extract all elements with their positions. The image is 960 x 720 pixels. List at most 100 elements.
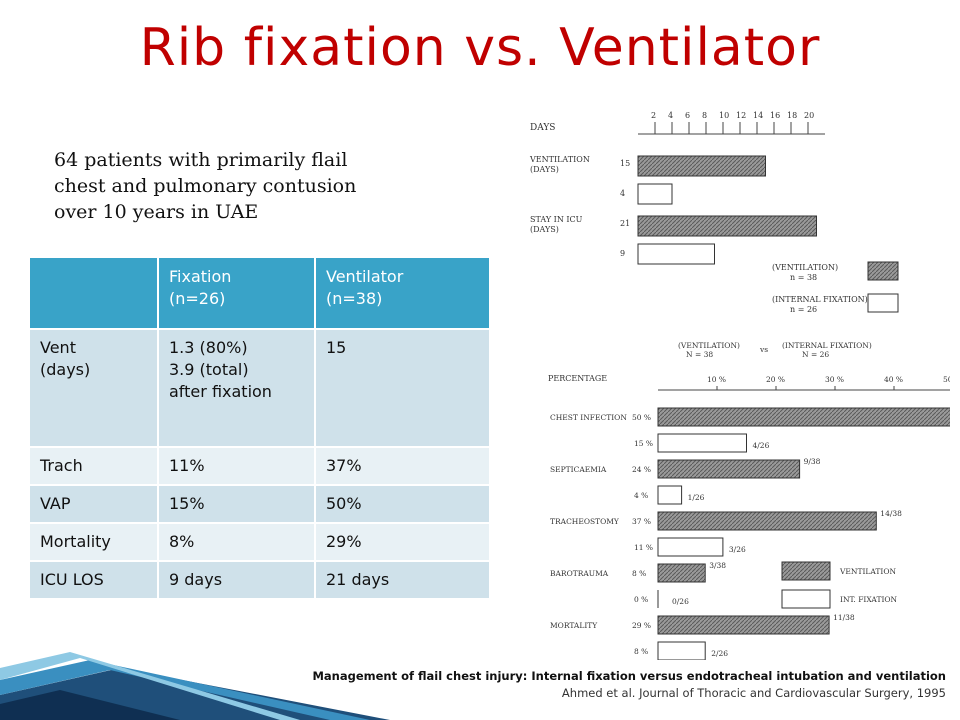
days-tick-label: 8 — [702, 111, 707, 120]
pct-vent-count: 11/38 — [833, 613, 855, 622]
pct-vent-pct-label: 24 % — [632, 465, 651, 474]
fixation-value: 11% — [158, 446, 316, 485]
pct-heading-right: (INTERNAL FIXATION) — [782, 341, 872, 350]
row-label: ICU LOS — [30, 560, 159, 598]
pct-ventilation-bar — [657, 563, 706, 583]
pct-legend-label: VENTILATION — [839, 567, 897, 576]
pct-ventilation-bar — [657, 615, 830, 635]
days-tick-label: 12 — [736, 111, 746, 120]
ventilator-value: 15 — [315, 328, 491, 447]
days-tick-label: 6 — [685, 111, 690, 120]
pct-heading-left-n: N = 38 — [686, 350, 713, 359]
pct-fixation-bar — [657, 485, 683, 505]
pct-fix-count: 0/26 — [672, 597, 689, 606]
days-fixation-bar — [637, 243, 715, 265]
pct-heading-vs: vs — [759, 345, 768, 354]
days-tick-label: 16 — [770, 111, 780, 120]
pct-axis-label: PERCENTAGE — [548, 374, 607, 383]
days-vent-value-label: 21 — [620, 219, 630, 228]
pct-fixation-bar — [657, 433, 747, 453]
header-ventilator: Ventilator (n=38) — [315, 258, 491, 329]
intro-line: chest and pulmonary contusion — [54, 175, 357, 197]
pct-fix-pct-label: 0 % — [634, 595, 648, 604]
header-ventilator-label: Ventilator — [326, 267, 404, 286]
row-label: Trach — [30, 446, 159, 485]
pct-tick-label: 30 % — [825, 375, 844, 384]
percentage-chart: (VENTILATION)N = 38 vs (INTERNAL FIXATION)… — [548, 341, 950, 660]
fixation-value: 1.3 (80%) 3.9 (total) after fixation — [158, 328, 316, 447]
pct-fix-count: 3/26 — [729, 545, 746, 554]
days-axis-label: DAYS — [530, 123, 555, 133]
table-header-row: Fixation (n=26) Ventilator (n=38) — [30, 258, 491, 329]
pct-fix-pct-label: 15 % — [634, 439, 653, 448]
pct-vent-count: 14/38 — [880, 509, 902, 518]
pct-legend-swatch — [781, 561, 831, 581]
citation: Management of flail chest injury: Intern… — [312, 668, 946, 702]
table-row: VAP 15% 50% — [30, 484, 491, 523]
pct-tick-label: 40 % — [884, 375, 903, 384]
header-fixation-n: (n=26) — [169, 289, 226, 308]
row-label: Mortality — [30, 522, 159, 561]
citation-title: Management of flail chest injury: Intern… — [312, 669, 946, 683]
days-legend-label: (VENTILATION) — [772, 263, 838, 272]
pct-fix-count: 4/26 — [753, 441, 770, 450]
intro-text: 64 patients with primarily flail chest a… — [54, 147, 414, 225]
days-ventilation-bar — [637, 215, 817, 237]
pct-ventilation-bar — [657, 407, 950, 427]
days-tick-label: 14 — [753, 111, 763, 120]
pct-heading-left: (VENTILATION) — [678, 341, 740, 350]
pct-legend-label: INT. FIXATION — [840, 595, 898, 604]
row-label: Vent (days) — [30, 328, 159, 447]
ventilator-value: 50% — [315, 484, 491, 523]
pct-ventilation-bar — [657, 459, 801, 479]
table-row: ICU LOS 9 days 21 days — [30, 560, 491, 598]
days-group-label: VENTILATION — [529, 155, 590, 164]
pct-vent-pct-label: 8 % — [632, 569, 646, 578]
days-vent-value-label: 15 — [620, 159, 630, 168]
table-row: Mortality 8% 29% — [30, 522, 491, 561]
days-tick-label: 18 — [787, 111, 797, 120]
ventilator-value: 29% — [315, 522, 491, 561]
days-group-label: STAY IN ICU — [530, 215, 583, 224]
swoosh-shape-light — [0, 652, 300, 720]
days-fix-value-label: 4 — [620, 189, 625, 198]
pct-group-label: SEPTICAEMIA — [550, 465, 607, 474]
fixation-value: 15% — [158, 484, 316, 523]
pct-group-label: CHEST INFECTION — [550, 413, 627, 422]
days-fix-value-label: 9 — [620, 249, 625, 258]
days-fixation-bar — [637, 183, 673, 205]
pct-fix-count: 2/26 — [711, 649, 728, 658]
pct-tick-label: 10 % — [707, 375, 726, 384]
days-legend-n: n = 38 — [790, 273, 817, 282]
comparison-table: Fixation (n=26) Ventilator (n=38) Vent (… — [30, 258, 491, 598]
days-legend-label: (INTERNAL FIXATION) — [772, 295, 868, 304]
intro-line: 64 patients with primarily flail — [54, 149, 348, 171]
pct-group-label: TRACHEOSTOMY — [550, 517, 620, 526]
intro-line: over 10 years in UAE — [54, 201, 259, 223]
slide-title: Rib fixation vs. Ventilator — [139, 18, 821, 78]
pct-fixation-bar — [657, 641, 706, 660]
days-ventilation-bar — [637, 155, 766, 177]
pct-tick-label: 20 % — [766, 375, 785, 384]
pct-vent-count: 3/38 — [709, 561, 726, 570]
pct-vent-pct-label: 50 % — [632, 413, 651, 422]
days-tick-label: 10 — [719, 111, 729, 120]
pct-ventilation-bar — [657, 511, 877, 531]
pct-fix-count: 1/26 — [688, 493, 705, 502]
days-legend-swatch — [867, 293, 899, 313]
days-legend-swatch — [867, 261, 899, 281]
pct-fixation-bar — [657, 537, 724, 557]
days-legend-n: n = 26 — [790, 305, 817, 314]
ventilator-value: 37% — [315, 446, 491, 485]
pct-fix-pct-label: 8 % — [634, 647, 648, 656]
fixation-value: 9 days — [158, 560, 316, 598]
header-fixation: Fixation (n=26) — [158, 258, 316, 329]
days-group-sublabel: (DAYS) — [530, 165, 559, 174]
header-fixation-label: Fixation — [169, 267, 232, 286]
pct-tick-label: 50 % — [943, 375, 950, 384]
days-tick-label: 2 — [651, 111, 656, 120]
pct-group-label: MORTALITY — [550, 621, 598, 630]
decorative-swoosh — [0, 652, 390, 720]
